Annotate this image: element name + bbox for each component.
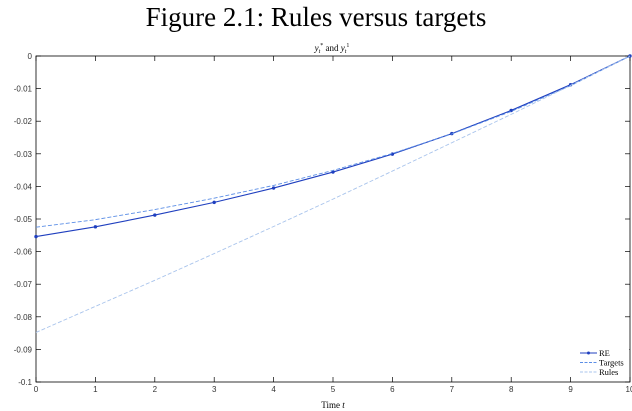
x-tick-label: 2 [153, 385, 158, 394]
y-tick-label: -0.01 [14, 85, 33, 94]
y-tick-label: -0.09 [14, 345, 33, 354]
x-tick-label: 1 [93, 385, 98, 394]
x-tick-label: 4 [271, 385, 276, 394]
chart-title: yt* and yt1 [314, 43, 350, 55]
x-tick-label: 8 [509, 385, 514, 394]
figure-title: Figure 2.1: Rules versus targets [145, 2, 487, 32]
y-tick-label: -0.05 [14, 215, 33, 224]
legend-label-targets: Targets [599, 358, 624, 368]
y-tick-label: -0.07 [14, 280, 33, 289]
y-tick-label: 0 [28, 52, 33, 61]
data-point-re [271, 186, 276, 190]
y-tick-label: -0.08 [14, 313, 33, 322]
axis-ticks: 0 1 2 3 4 5 6 7 8 9 10 0 -0.01 -0.02 -0.03 -0.04 -0.05 -0… [14, 52, 632, 394]
legend-label-re: RE [599, 348, 610, 358]
x-tick-label: 10 [626, 385, 632, 394]
x-tick-label: 6 [390, 385, 395, 394]
series-line-targets [35, 55, 631, 228]
data-point-re [34, 234, 38, 239]
series-line-rules [35, 55, 631, 333]
legend-marker [587, 351, 590, 355]
y-tick-label: -0.1 [18, 378, 32, 387]
y-tick-label: -0.06 [14, 248, 33, 257]
x-tick-label: 0 [34, 385, 39, 394]
series-lines [34, 54, 632, 333]
x-tick-label: 7 [450, 385, 455, 394]
x-tick-label: 3 [212, 385, 217, 394]
data-point-re [331, 170, 335, 174]
x-axis-title: Time t [321, 400, 345, 410]
y-tick-label: -0.02 [14, 117, 33, 126]
x-tick-label: 9 [568, 385, 573, 394]
x-tick-label: 5 [331, 385, 336, 394]
y-tick-label: -0.04 [14, 182, 33, 191]
data-point-re [93, 225, 98, 229]
y-tick-label: -0.03 [14, 150, 33, 159]
data-point-re [212, 200, 216, 205]
data-point-re [153, 213, 157, 217]
plot-area [35, 55, 631, 383]
legend-label-rules: Rules [599, 367, 618, 377]
